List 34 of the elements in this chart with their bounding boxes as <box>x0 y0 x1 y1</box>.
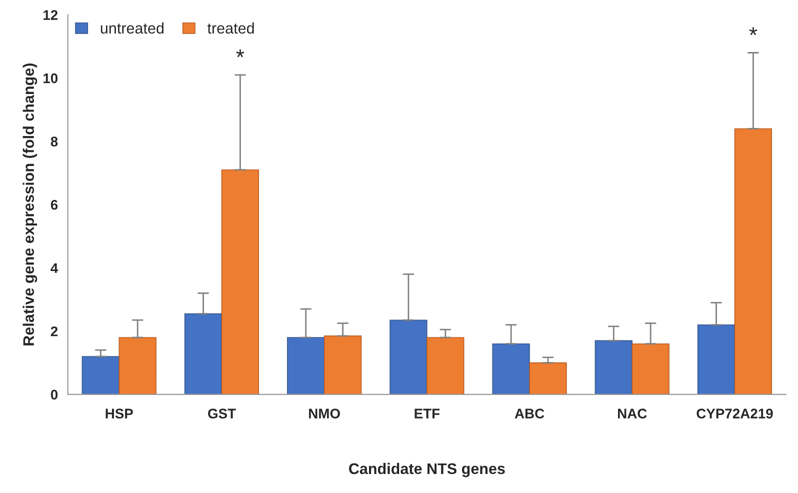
y-tick-label: 2 <box>50 326 58 336</box>
x-tick-label: CYP72A219 <box>696 408 773 418</box>
x-axis-title: Candidate NTS genes <box>349 462 505 478</box>
x-tick-label: ABC <box>514 408 544 418</box>
bar <box>287 337 325 394</box>
bar <box>697 324 736 394</box>
legend-label: untreated <box>100 22 164 34</box>
bar <box>734 128 772 394</box>
y-tick-label: 4 <box>50 263 58 273</box>
y-axis-title: Relative gene expression (fold change) <box>22 64 38 346</box>
annotation: * <box>236 49 244 58</box>
bar <box>426 337 464 394</box>
x-tick-label: HSP <box>106 408 133 418</box>
x-tick-label: ETF <box>414 408 440 418</box>
bar <box>390 320 428 394</box>
y-tick-label: 12 <box>44 10 58 20</box>
x-tick-label: NMO <box>309 408 340 418</box>
bar <box>324 336 362 394</box>
bar <box>632 343 670 394</box>
bar <box>529 362 567 394</box>
y-tick-label: 10 <box>44 73 58 84</box>
legend-label: treated <box>207 22 254 34</box>
bar <box>184 313 222 394</box>
bar <box>594 340 632 394</box>
bar <box>492 343 530 394</box>
bar <box>82 356 120 394</box>
x-tick-label: GST <box>208 408 236 418</box>
annotation: * <box>749 27 758 36</box>
y-tick-label: 8 <box>50 136 58 146</box>
y-tick-label: 0 <box>50 390 58 400</box>
x-tick-label: NAC <box>618 408 647 418</box>
y-tick-label: 6 <box>50 200 58 210</box>
bar <box>118 337 156 394</box>
bar <box>221 169 260 394</box>
